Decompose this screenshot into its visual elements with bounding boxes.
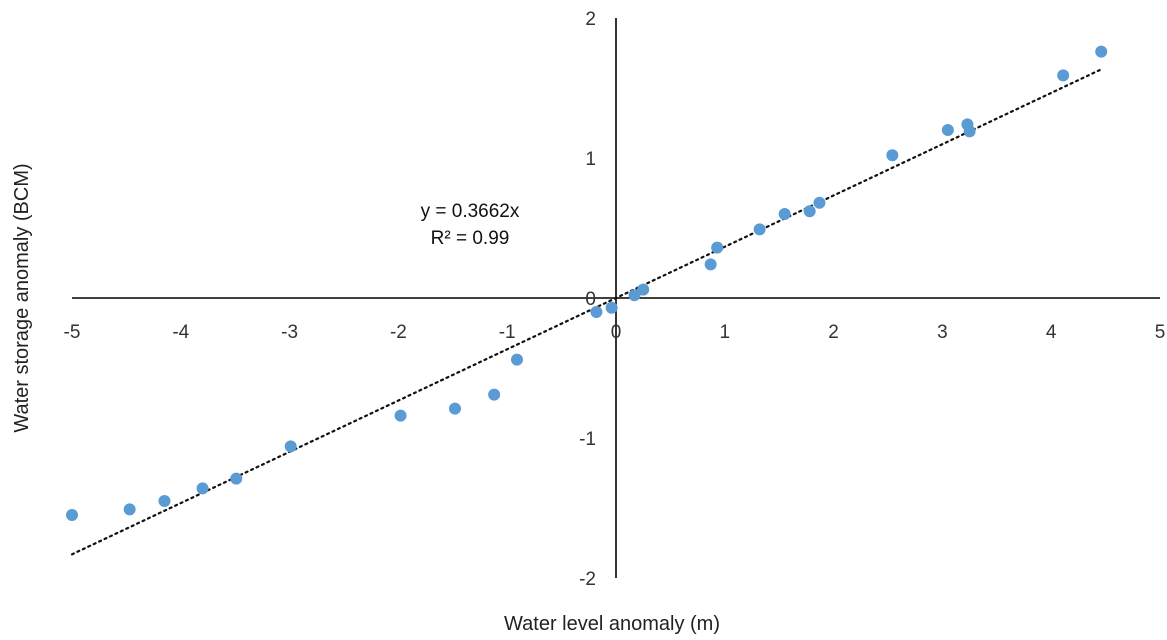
y-tick-label: -2 xyxy=(579,569,596,590)
x-tick-label: 2 xyxy=(828,322,839,343)
data-point xyxy=(778,208,791,220)
y-tick-label: -1 xyxy=(579,429,596,450)
data-point xyxy=(158,495,171,507)
data-point xyxy=(488,388,501,401)
data-point xyxy=(590,306,603,318)
data-point xyxy=(66,509,78,521)
y-tick-label: 0 xyxy=(585,289,596,310)
x-tick-label: 1 xyxy=(720,322,731,343)
x-tick-label: 5 xyxy=(1155,322,1166,343)
x-tick-label: -3 xyxy=(281,322,298,343)
x-tick-label: 0 xyxy=(611,322,622,343)
data-point xyxy=(963,125,976,138)
data-point xyxy=(753,223,766,236)
data-point xyxy=(230,472,243,485)
data-point xyxy=(394,409,407,422)
data-point xyxy=(1095,45,1108,58)
data-point xyxy=(196,482,209,495)
y-axis-title: Water storage anomaly (BCM) xyxy=(11,163,33,432)
data-point xyxy=(637,283,650,296)
x-tick-label: -4 xyxy=(172,322,189,343)
x-tick-label: 4 xyxy=(1046,322,1057,343)
data-point xyxy=(448,402,461,415)
data-point xyxy=(605,301,618,314)
y-tick-labels: 2 1 0 -1 -2 xyxy=(579,9,596,590)
data-point xyxy=(628,289,641,302)
data-point xyxy=(813,196,826,209)
data-point xyxy=(284,440,297,453)
y-tick-label: 2 xyxy=(585,9,596,30)
x-tick-label: -5 xyxy=(64,322,81,343)
data-point xyxy=(123,503,136,516)
data-point xyxy=(704,258,717,271)
y-tick-label: 1 xyxy=(585,149,596,170)
trendline-equation-label: y = 0.3662x xyxy=(421,201,520,222)
data-point xyxy=(941,124,954,136)
trendline xyxy=(70,68,1103,556)
data-point xyxy=(711,241,724,254)
x-tick-label: 3 xyxy=(937,322,948,343)
data-point xyxy=(803,205,816,218)
data-points xyxy=(66,45,1108,521)
trendline-r2-label: R² = 0.99 xyxy=(431,228,510,249)
data-point xyxy=(886,149,899,162)
x-tick-label: -1 xyxy=(499,322,516,343)
x-tick-label: -2 xyxy=(390,322,407,343)
data-point xyxy=(510,353,523,366)
x-tick-labels: -5 -4 -3 -2 -1 0 1 2 3 4 5 xyxy=(64,322,1166,343)
x-axis-title: Water level anomaly (m) xyxy=(504,613,720,635)
data-point xyxy=(1057,69,1070,82)
